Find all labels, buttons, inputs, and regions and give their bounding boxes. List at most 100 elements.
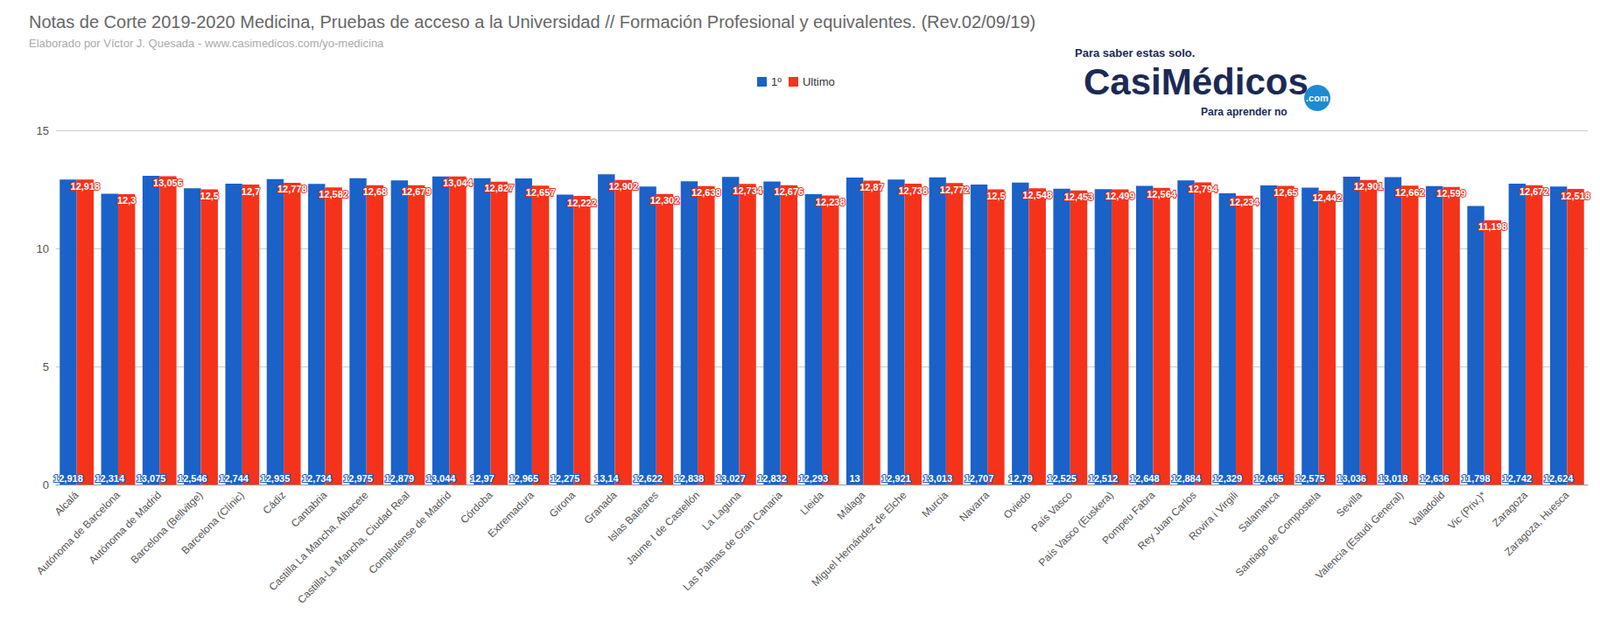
svg-text:12,884: 12,884 (1171, 473, 1202, 485)
svg-text:12,742: 12,742 (1502, 473, 1533, 485)
svg-text:13,14: 13,14 (594, 473, 619, 485)
svg-text:Para saber estas solo.: Para saber estas solo. (1074, 46, 1195, 60)
svg-text:12,68: 12,68 (363, 186, 388, 197)
svg-text:12,679: 12,679 (401, 186, 432, 197)
svg-text:Notas de Corte 2019-2020 Medic: Notas de Corte 2019-2020 Medicina, Prueb… (28, 12, 1036, 32)
svg-text:12,918: 12,918 (53, 473, 84, 485)
svg-text:12,453: 12,453 (1064, 191, 1095, 203)
svg-text:12,734: 12,734 (301, 473, 333, 485)
svg-text:12,97: 12,97 (470, 473, 495, 485)
svg-text:12,676: 12,676 (774, 186, 805, 197)
svg-text:13,018: 13,018 (1378, 473, 1409, 485)
svg-text:12,622: 12,622 (632, 473, 663, 485)
svg-text:Valencia (Estudi General): Valencia (Estudi General) (1312, 489, 1406, 583)
svg-text:11,198: 11,198 (1478, 221, 1508, 232)
svg-text:12,293: 12,293 (798, 473, 829, 485)
svg-text:12,838: 12,838 (674, 473, 705, 485)
svg-text:Barcelona (Bellvitge): Barcelona (Bellvitge) (127, 489, 205, 567)
svg-text:12,918: 12,918 (70, 181, 101, 192)
svg-text:12,599: 12,599 (1436, 188, 1467, 199)
svg-text:12,518: 12,518 (1560, 190, 1591, 202)
svg-text:Lleida: Lleida (797, 489, 827, 519)
svg-text:12,707: 12,707 (964, 473, 995, 485)
svg-text:0: 0 (42, 478, 50, 492)
svg-text:12,744: 12,744 (218, 473, 250, 485)
svg-text:Granada: Granada (582, 489, 620, 527)
svg-text:5: 5 (42, 360, 50, 374)
svg-text:Cantabria: Cantabria (288, 489, 330, 531)
svg-text:12,234: 12,234 (1229, 196, 1261, 208)
svg-text:Zaragoza, Huesca: Zaragoza, Huesca (1501, 489, 1572, 559)
svg-text:12,665: 12,665 (1254, 473, 1285, 485)
svg-text:12,778: 12,778 (277, 183, 308, 195)
svg-text:1º: 1º (771, 75, 782, 89)
svg-text:Para aprender no: Para aprender no (1200, 105, 1288, 119)
svg-text:12,672: 12,672 (1519, 186, 1550, 197)
svg-text:12,975: 12,975 (343, 473, 373, 485)
svg-text:12,662: 12,662 (1395, 187, 1425, 198)
svg-text:12,79: 12,79 (1008, 473, 1033, 485)
svg-text:Autónoma de Barcelona: Autónoma de Barcelona (34, 489, 123, 578)
svg-text:12,901: 12,901 (1354, 181, 1384, 192)
svg-text:12,3: 12,3 (117, 195, 136, 206)
svg-text:Oviedo: Oviedo (1001, 489, 1034, 522)
svg-text:Santiago de Compostela: Santiago de Compostela (1233, 489, 1324, 580)
svg-text:12,935: 12,935 (260, 473, 291, 485)
svg-text:13,027: 13,027 (715, 473, 746, 485)
svg-text:15: 15 (36, 124, 50, 138)
svg-text:12,314: 12,314 (94, 473, 126, 485)
svg-text:13,075: 13,075 (136, 473, 167, 485)
svg-text:12,222: 12,222 (567, 197, 597, 209)
svg-text:Valladolid: Valladolid (1406, 489, 1447, 530)
svg-text:12,302: 12,302 (650, 195, 681, 206)
svg-text:Zaragoza: Zaragoza (1489, 489, 1530, 530)
svg-text:12,5: 12,5 (200, 190, 219, 202)
svg-text:Jaume I de Castellón: Jaume I de Castellón (624, 489, 703, 569)
svg-text:Miguel Hernández de Elche: Miguel Hernández de Elche (809, 489, 910, 590)
svg-text:13,056: 13,056 (153, 177, 183, 189)
svg-text:12,879: 12,879 (385, 473, 415, 485)
svg-text:Elaborado por Víctor J. Quesad: Elaborado por Víctor J. Quesada - www.ca… (28, 36, 385, 50)
svg-text:Barcelona (Clínic): Barcelona (Clínic) (179, 489, 247, 557)
svg-text:Málaga: Málaga (835, 489, 869, 523)
svg-text:12,7: 12,7 (241, 186, 260, 197)
svg-text:Autónoma de Madrid: Autónoma de Madrid (86, 489, 165, 568)
svg-text:Rey Juan Carlos: Rey Juan Carlos (1135, 489, 1200, 554)
svg-text:.com: .com (1305, 92, 1329, 104)
svg-text:12,921: 12,921 (881, 473, 912, 485)
svg-text:12,546: 12,546 (177, 473, 208, 485)
svg-text:Navarra: Navarra (956, 489, 992, 525)
svg-text:12,827: 12,827 (484, 182, 514, 194)
svg-text:Rovira i Virgili: Rovira i Virgili (1185, 489, 1241, 544)
svg-text:12,512: 12,512 (1088, 473, 1119, 485)
svg-text:12,648: 12,648 (1129, 473, 1160, 485)
svg-text:Girona: Girona (547, 489, 579, 521)
svg-text:Extremadura: Extremadura (484, 489, 537, 541)
svg-text:12,499: 12,499 (1105, 190, 1136, 202)
svg-text:Cádiz: Cádiz (260, 489, 289, 518)
svg-text:12,5: 12,5 (986, 190, 1005, 202)
svg-text:Ultimo: Ultimo (802, 75, 836, 89)
svg-text:Complutense de Madrid: Complutense de Madrid (365, 489, 454, 577)
svg-text:12,624: 12,624 (1543, 473, 1575, 485)
svg-text:12,734: 12,734 (732, 185, 764, 197)
svg-text:12,772: 12,772 (940, 184, 970, 196)
svg-text:10: 10 (36, 242, 50, 256)
svg-text:12,548: 12,548 (1022, 189, 1053, 201)
svg-text:Las Palmas de Gran Canaria: Las Palmas de Gran Canaria (680, 489, 785, 594)
svg-text:12,564: 12,564 (1146, 189, 1178, 200)
svg-text:13,013: 13,013 (922, 473, 953, 485)
svg-text:12,902: 12,902 (608, 181, 639, 192)
svg-text:12,738: 12,738 (898, 185, 928, 197)
svg-text:12,329: 12,329 (1212, 473, 1243, 485)
svg-text:12,275: 12,275 (550, 473, 581, 485)
svg-text:12,638: 12,638 (691, 187, 722, 198)
svg-text:12,87: 12,87 (859, 182, 885, 193)
svg-text:13: 13 (849, 473, 860, 485)
svg-text:12,657: 12,657 (526, 187, 556, 198)
svg-text:12,965: 12,965 (508, 473, 539, 485)
svg-text:Vic (Priv.)*: Vic (Priv.)* (1445, 489, 1489, 533)
svg-text:Córdoba: Córdoba (457, 489, 496, 527)
svg-text:País Vasco (Euskera): País Vasco (Euskera) (1036, 489, 1116, 569)
svg-text:11,798: 11,798 (1461, 473, 1491, 485)
